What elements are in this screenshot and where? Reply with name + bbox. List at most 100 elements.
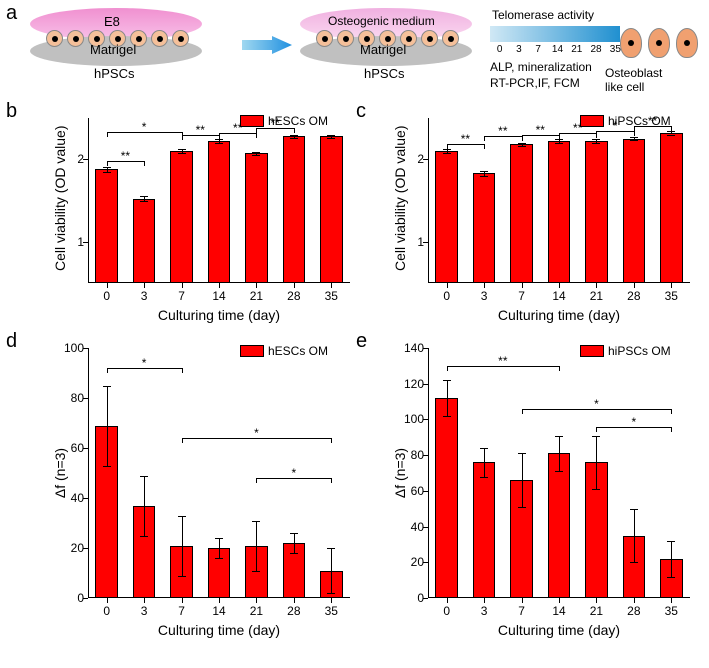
x-tick: [331, 283, 332, 288]
timeline-title: Telomerase activity: [492, 8, 594, 22]
sig-star: *: [284, 466, 304, 480]
sig-tick: [484, 136, 485, 141]
timeline-tick: 21: [567, 44, 586, 55]
error-cap: [103, 466, 111, 467]
x-tick: [182, 598, 183, 603]
error-bar: [447, 380, 448, 416]
error-bar: [219, 538, 220, 558]
x-tick: [107, 598, 108, 603]
timeline-tick: 14: [548, 44, 567, 55]
e8-label: E8: [104, 14, 120, 29]
sig-tick: [182, 135, 183, 140]
error-cap: [252, 521, 260, 522]
x-tick-label: 35: [314, 604, 348, 618]
error-cap: [327, 548, 335, 549]
error-cap: [480, 176, 488, 177]
sig-tick: [522, 409, 523, 414]
error-cap: [443, 153, 451, 154]
sig-tick: [219, 133, 220, 138]
bar: [435, 151, 457, 283]
error-bar: [671, 541, 672, 577]
label-d: d: [6, 330, 17, 353]
error-cap: [518, 146, 526, 147]
y-tick-label: 120: [400, 377, 424, 391]
sig-tick: [107, 161, 108, 166]
x-tick: [256, 283, 257, 288]
error-cap: [555, 471, 563, 472]
cell-icon: [316, 30, 333, 47]
legend-swatch: [580, 115, 604, 127]
error-cap: [480, 448, 488, 449]
x-tick-label: 7: [504, 604, 538, 618]
error-cap: [443, 149, 451, 150]
x-tick-label: 14: [202, 289, 236, 303]
error-cap: [178, 516, 186, 517]
error-cap: [140, 201, 148, 202]
x-tick-label: 3: [467, 289, 501, 303]
x-tick: [447, 283, 448, 288]
cell-icon: [46, 30, 63, 47]
x-tick: [671, 283, 672, 288]
error-cap: [252, 152, 260, 153]
error-cap: [518, 507, 526, 508]
x-tick-label: 7: [164, 604, 198, 618]
x-axis-label: Culturing time (day): [428, 307, 690, 323]
legend-text: hiPSCs OM: [608, 344, 671, 358]
x-tick: [559, 283, 560, 288]
legend: hESCs OM: [240, 344, 328, 358]
sig-star: **: [493, 124, 513, 138]
x-tick: [484, 283, 485, 288]
error-cap: [630, 137, 638, 138]
error-cap: [443, 416, 451, 417]
x-tick-label: 28: [617, 604, 651, 618]
y-tick-label: 20: [60, 541, 84, 555]
error-cap: [630, 140, 638, 141]
y-tick: [423, 242, 428, 243]
sig-tick: [107, 368, 108, 373]
error-cap: [215, 143, 223, 144]
x-tick: [294, 283, 295, 288]
y-tick: [423, 491, 428, 492]
y-tick: [83, 348, 88, 349]
error-cap: [290, 553, 298, 554]
x-tick: [331, 598, 332, 603]
y-tick: [423, 527, 428, 528]
sig-star: **: [530, 123, 550, 137]
error-cap: [290, 138, 298, 139]
x-tick: [596, 598, 597, 603]
y-axis-label: Cell viability (OD value): [392, 131, 408, 271]
sig-tick: [144, 161, 145, 166]
bar: [510, 144, 532, 283]
x-tick-label: 3: [127, 604, 161, 618]
error-bar: [294, 533, 295, 553]
x-tick: [219, 598, 220, 603]
x-tick-label: 7: [504, 289, 538, 303]
ob-cell: [676, 28, 698, 58]
sig-tick: [484, 144, 485, 149]
y-tick: [83, 448, 88, 449]
y-tick: [83, 598, 88, 599]
x-tick-label: 0: [429, 604, 463, 618]
error-cap: [252, 155, 260, 156]
error-bar: [182, 516, 183, 576]
x-tick: [107, 283, 108, 288]
error-cap: [630, 509, 638, 510]
ob-cell: [620, 28, 642, 58]
y-tick: [423, 598, 428, 599]
bar: [473, 462, 495, 598]
x-axis-label: Culturing time (day): [88, 307, 350, 323]
y-axis-label: Δf (n=3): [52, 403, 68, 543]
error-cap: [555, 436, 563, 437]
error-cap: [327, 138, 335, 139]
y-tick: [83, 548, 88, 549]
error-cap: [592, 436, 600, 437]
error-cap: [140, 476, 148, 477]
error-cap: [555, 139, 563, 140]
cell-icon: [337, 30, 354, 47]
error-cap: [140, 196, 148, 197]
x-tick-label: 3: [127, 289, 161, 303]
x-tick: [484, 598, 485, 603]
sig-star: **: [455, 132, 475, 146]
error-bar: [484, 448, 485, 477]
y-tick: [423, 159, 428, 160]
